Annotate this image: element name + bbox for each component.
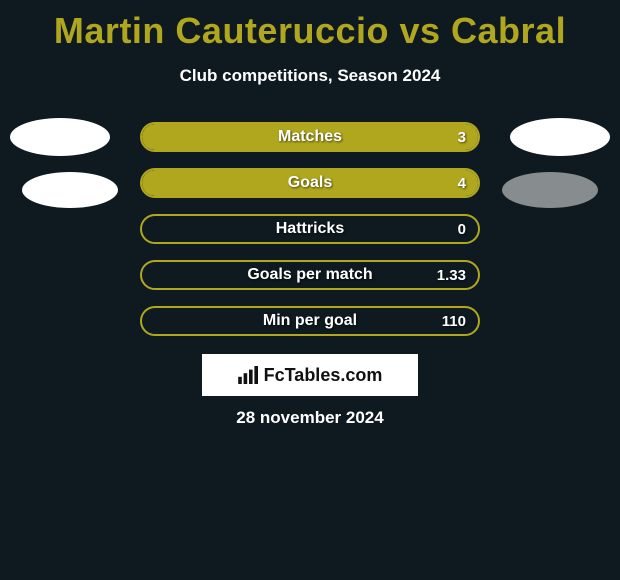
stat-bar-goals: Goals 4 <box>140 168 480 198</box>
logo-text: FcTables.com <box>238 365 383 386</box>
stat-bar-value: 1.33 <box>437 262 466 288</box>
page-title: Martin Cauteruccio vs Cabral <box>0 0 620 52</box>
stat-bar-label: Goals per match <box>142 262 478 288</box>
stat-bars: Matches 3 Goals 4 Hattricks 0 Goals per … <box>140 122 480 352</box>
player2-avatar-bot <box>502 172 598 208</box>
stat-bar-hattricks: Hattricks 0 <box>140 214 480 244</box>
stat-bar-matches: Matches 3 <box>140 122 480 152</box>
stat-bar-label: Matches <box>142 124 478 150</box>
player1-avatar-bot <box>22 172 118 208</box>
player2-avatar-top <box>510 118 610 156</box>
stat-bar-value: 3 <box>458 124 466 150</box>
bars-icon <box>238 366 260 384</box>
date-line: 28 november 2024 <box>0 408 620 428</box>
stat-bar-label: Goals <box>142 170 478 196</box>
player1-avatar-top <box>10 118 110 156</box>
stat-bar-value: 0 <box>458 216 466 242</box>
stat-bar-value: 4 <box>458 170 466 196</box>
stat-bar-mpg: Min per goal 110 <box>140 306 480 336</box>
stat-bar-label: Min per goal <box>142 308 478 334</box>
stat-bar-gpm: Goals per match 1.33 <box>140 260 480 290</box>
logo-label: FcTables.com <box>264 365 383 386</box>
site-logo[interactable]: FcTables.com <box>202 354 418 396</box>
subtitle: Club competitions, Season 2024 <box>0 66 620 86</box>
stat-bar-value: 110 <box>442 308 466 334</box>
stat-bar-label: Hattricks <box>142 216 478 242</box>
